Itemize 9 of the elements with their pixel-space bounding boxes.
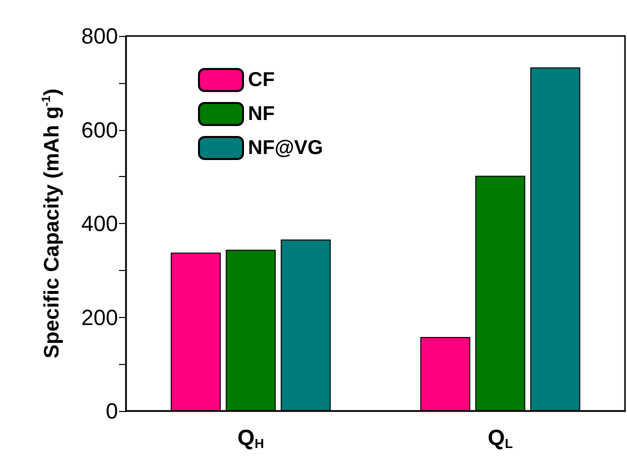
legend-label: NF xyxy=(248,103,275,125)
legend-label: NF@VG xyxy=(248,137,324,159)
y-tick-label: 400 xyxy=(81,211,118,236)
y-tick-label: 600 xyxy=(81,117,118,142)
y-axis-title: Specific Capacity (mAh g-1) xyxy=(39,88,64,358)
y-tick-label: 200 xyxy=(81,304,118,330)
legend-label: CF xyxy=(248,69,275,91)
y-tick-label: 0 xyxy=(106,398,118,424)
y-tick-label: 800 xyxy=(81,24,118,48)
